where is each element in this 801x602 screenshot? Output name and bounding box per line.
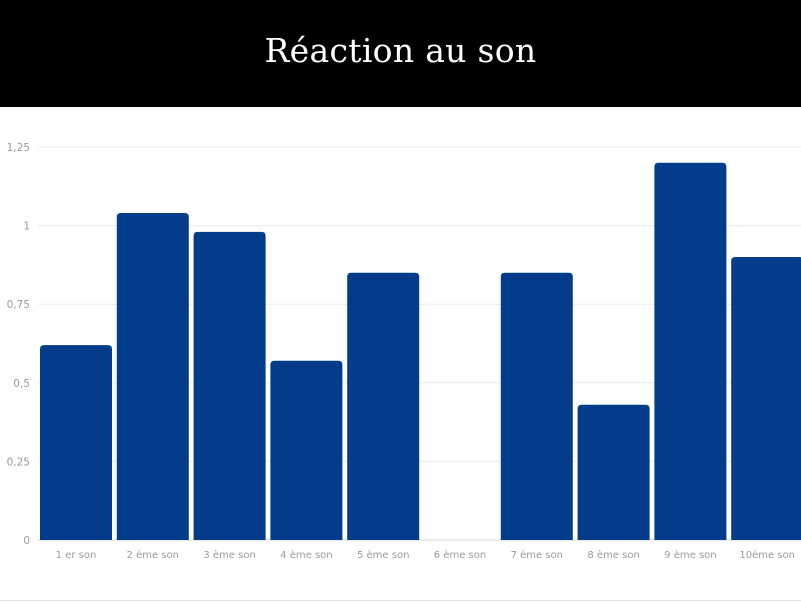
- y-tick-label: 1,25: [7, 142, 30, 154]
- x-category-label: 7 ème son: [511, 549, 563, 561]
- x-category-label: 10ème son: [739, 549, 795, 561]
- x-category-label: 1 er son: [56, 550, 97, 561]
- x-category-label: 5 ème son: [357, 549, 409, 561]
- bar[interactable]: [500, 272, 573, 540]
- x-category-label: 6 ème son: [434, 549, 486, 561]
- x-category-label: 9 ème son: [664, 549, 716, 561]
- y-tick-label: 0: [23, 535, 30, 547]
- bar[interactable]: [270, 360, 343, 540]
- bar[interactable]: [731, 257, 801, 540]
- x-axis-categories: 1 er son 2 ème son 3 ème son 4 ème son 5 ème…: [56, 549, 795, 561]
- y-tick-label: 1: [23, 221, 30, 233]
- bar[interactable]: [347, 272, 420, 540]
- bar-chart: 0 0,25 0,5 0,75 1 1,25 1 er son 2 ème son 3 ème…: [7, 142, 801, 561]
- bar[interactable]: [577, 404, 650, 540]
- chart-title: Réaction au son: [264, 31, 537, 70]
- x-category-label: 3 ème son: [203, 549, 255, 561]
- bottom-divider: [0, 600, 801, 601]
- y-tick-label: 0,75: [7, 299, 30, 311]
- y-tick-label: 0,5: [13, 378, 30, 390]
- bar[interactable]: [193, 231, 266, 540]
- bar[interactable]: [654, 162, 727, 540]
- y-axis-ticks: 0 0,25 0,5 0,75 1 1,25: [7, 142, 30, 547]
- x-category-label: 8 ème son: [587, 549, 639, 561]
- chart-header: Réaction au son: [0, 0, 801, 107]
- bar[interactable]: [116, 213, 189, 541]
- chart-area: 0 0,25 0,5 0,75 1 1,25 1 er son 2 ème son 3 ème…: [0, 107, 801, 602]
- bar-layer: [40, 162, 801, 541]
- x-category-label: 2 ème son: [127, 549, 179, 561]
- x-category-label: 4 ème son: [280, 549, 332, 561]
- bar[interactable]: [40, 345, 112, 540]
- y-tick-label: 0,25: [7, 456, 30, 468]
